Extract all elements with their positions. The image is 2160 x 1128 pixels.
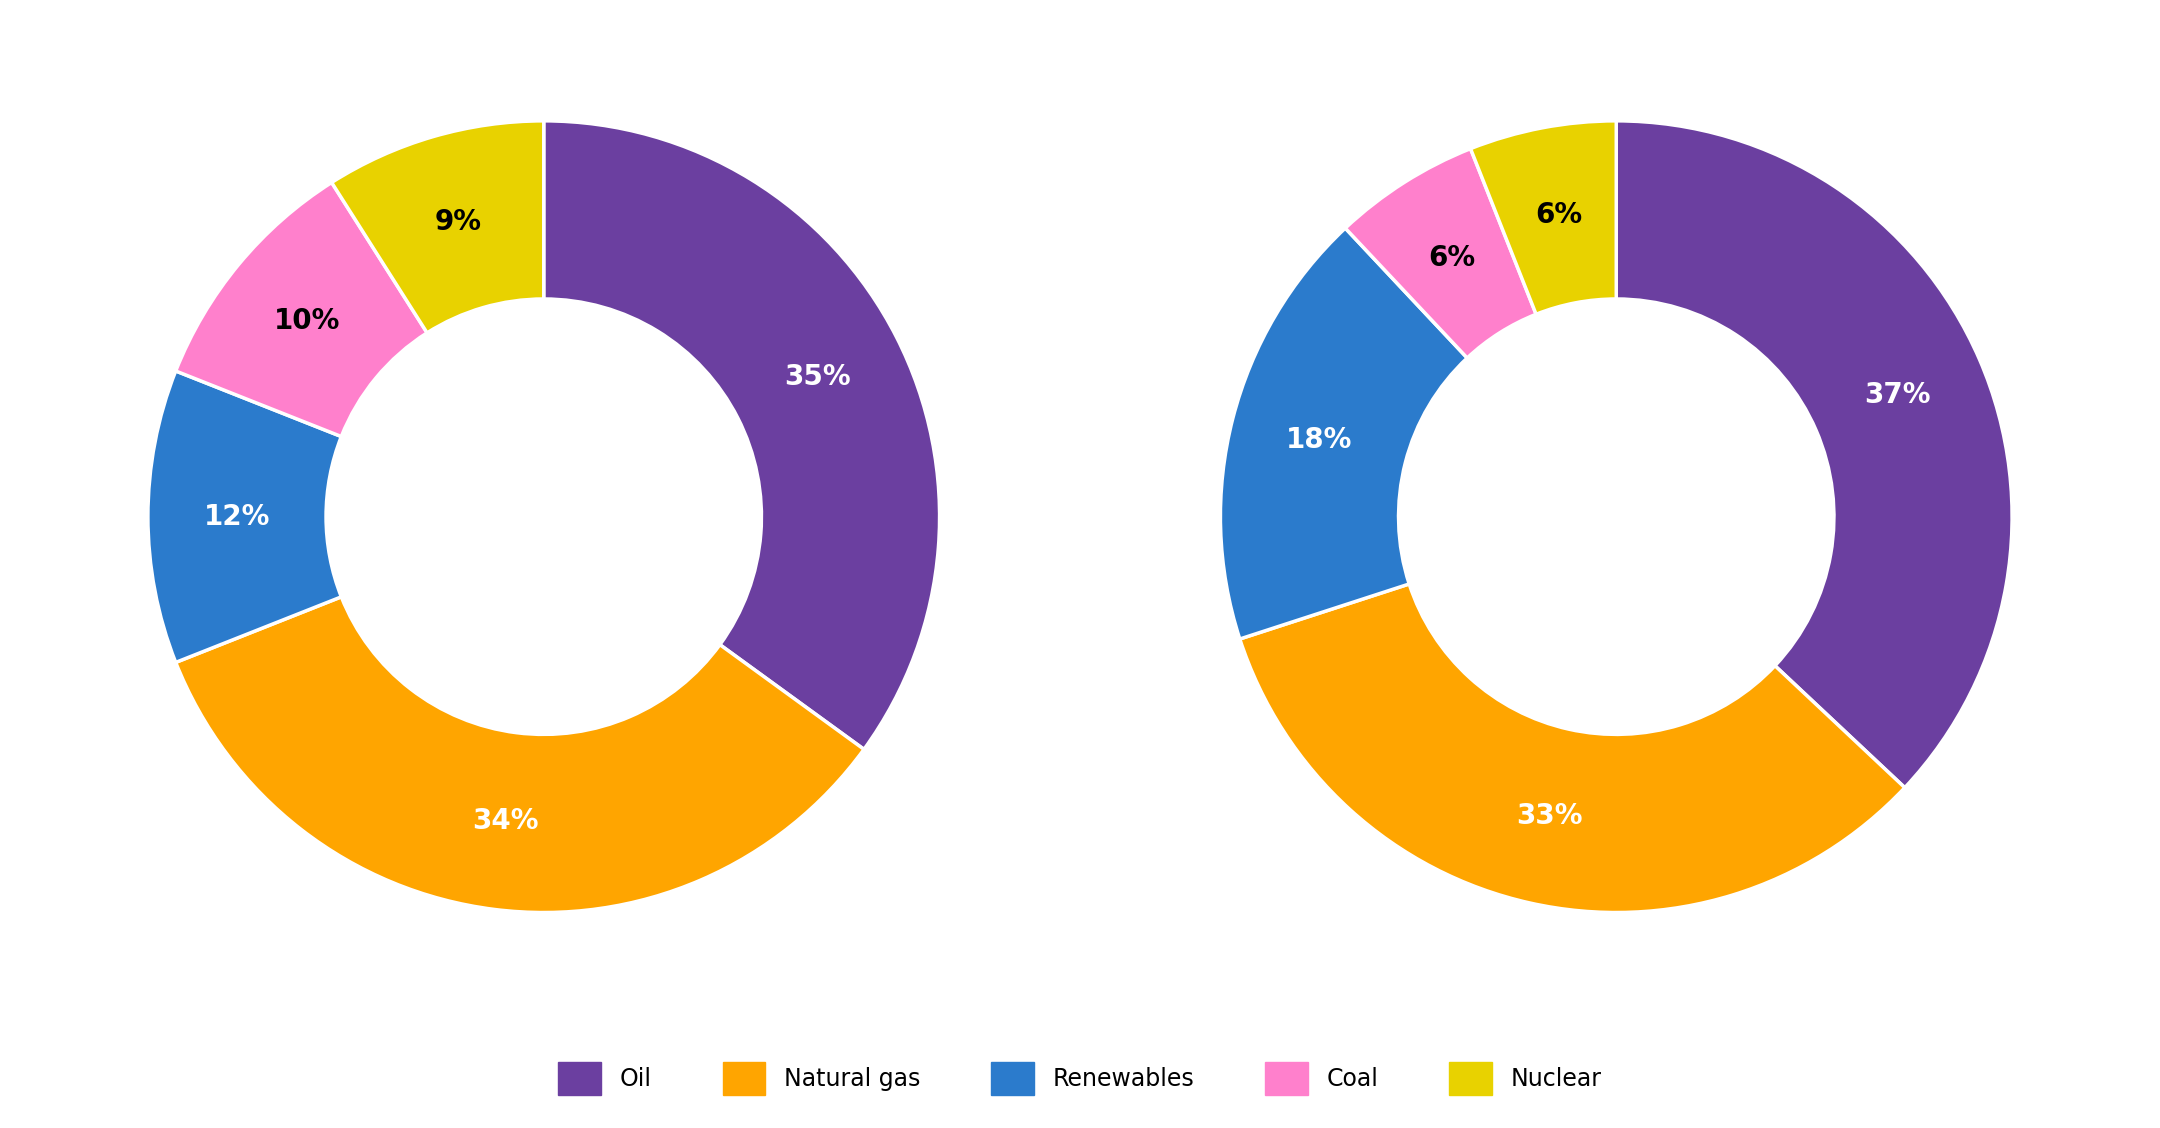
Wedge shape — [544, 121, 940, 749]
Text: 34%: 34% — [473, 807, 538, 835]
Text: 37%: 37% — [1864, 381, 1931, 408]
Text: 9%: 9% — [434, 208, 482, 236]
Text: 18%: 18% — [1285, 426, 1352, 455]
Wedge shape — [1220, 228, 1467, 638]
Wedge shape — [1471, 121, 1616, 315]
Text: 10%: 10% — [274, 307, 341, 335]
Wedge shape — [175, 597, 864, 913]
Text: 33%: 33% — [1516, 802, 1583, 830]
Wedge shape — [147, 371, 341, 662]
Text: 6%: 6% — [1536, 202, 1583, 229]
Text: 12%: 12% — [203, 503, 270, 530]
Text: 35%: 35% — [784, 363, 851, 391]
Wedge shape — [1240, 584, 1905, 913]
Text: 6%: 6% — [1428, 244, 1475, 272]
Legend: Oil, Natural gas, Renewables, Coal, Nuclear: Oil, Natural gas, Renewables, Coal, Nucl… — [549, 1052, 1611, 1105]
Wedge shape — [1346, 149, 1536, 358]
Wedge shape — [1616, 121, 2013, 787]
Wedge shape — [175, 183, 428, 437]
Wedge shape — [333, 121, 544, 333]
